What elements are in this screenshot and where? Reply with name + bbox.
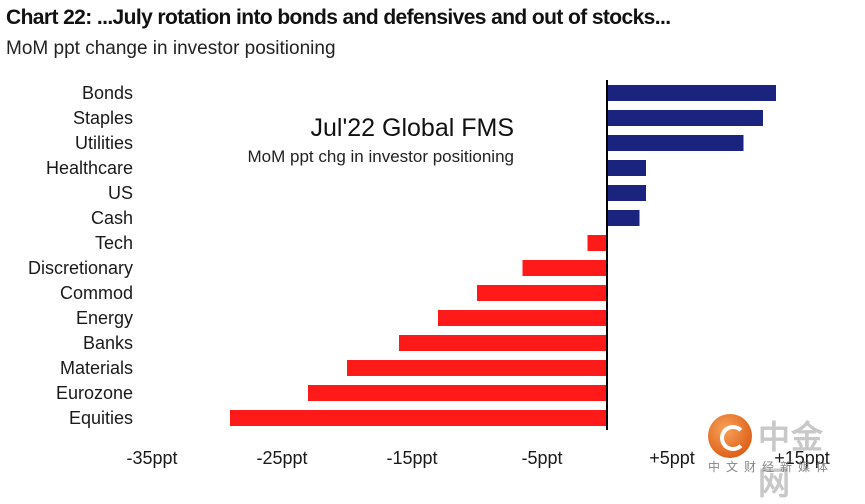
x-tick-label: +15ppt (774, 448, 830, 468)
bar-materials (347, 360, 607, 376)
x-tick-labels-group: -35ppt -25ppt -15ppt -5ppt +5ppt +15ppt (126, 448, 829, 468)
bar-bonds (607, 85, 776, 101)
x-tick-label: +5ppt (649, 448, 695, 468)
category-labels-group: Bonds Staples Utilities Healthcare US Cash Tec… (28, 83, 133, 428)
category-label-materials: Materials (60, 358, 133, 378)
category-label-banks: Banks (83, 333, 133, 353)
category-label-healthcare: Healthcare (46, 158, 133, 178)
annotation-title: Jul'22 Global FMS (311, 114, 514, 142)
bar-chart: Bonds Staples Utilities Healthcare US Cash Tec… (28, 80, 830, 468)
category-label-eurozone: Eurozone (56, 383, 133, 403)
category-label-commod: Commod (60, 283, 133, 303)
watermark: 中金网 中文财经新媒体 (706, 412, 856, 502)
category-label-staples: Staples (73, 108, 133, 128)
category-label-bonds: Bonds (82, 83, 133, 103)
category-label-energy: Energy (76, 308, 133, 328)
bar-staples (607, 110, 763, 126)
bar-discretionary (522, 260, 607, 276)
bar-commod (477, 285, 607, 301)
category-label-tech: Tech (95, 233, 133, 253)
category-label-discretionary: Discretionary (28, 258, 133, 278)
bar-healthcare (607, 160, 646, 176)
bar-equities (230, 410, 607, 426)
category-label-utilities: Utilities (75, 133, 133, 153)
annotation-subtitle: MoM ppt chg in investor positioning (248, 147, 514, 166)
bar-us (607, 185, 646, 201)
watermark-logo-icon (708, 414, 752, 458)
watermark-logo-mark (720, 425, 746, 451)
category-label-us: US (108, 183, 133, 203)
watermark-tagline: 中文财经新媒体 (708, 460, 835, 474)
bar-eurozone (308, 385, 607, 401)
bars-group (230, 85, 776, 426)
bar-energy (438, 310, 607, 326)
category-label-equities: Equities (69, 408, 133, 428)
x-tick-label: -15ppt (386, 448, 437, 468)
x-tick-label: -35ppt (126, 448, 177, 468)
chart-title: Chart 22: ...July rotation into bonds an… (6, 6, 671, 29)
bar-banks (399, 335, 607, 351)
x-tick-label: -5ppt (521, 448, 562, 468)
x-tick-label: -25ppt (256, 448, 307, 468)
chart-subtitle: MoM ppt change in investor positioning (6, 38, 336, 59)
bar-utilities (607, 135, 744, 151)
watermark-brand: 中金网 (758, 418, 825, 502)
bar-tech (587, 235, 607, 251)
bar-cash (607, 210, 640, 226)
category-label-cash: Cash (91, 208, 133, 228)
